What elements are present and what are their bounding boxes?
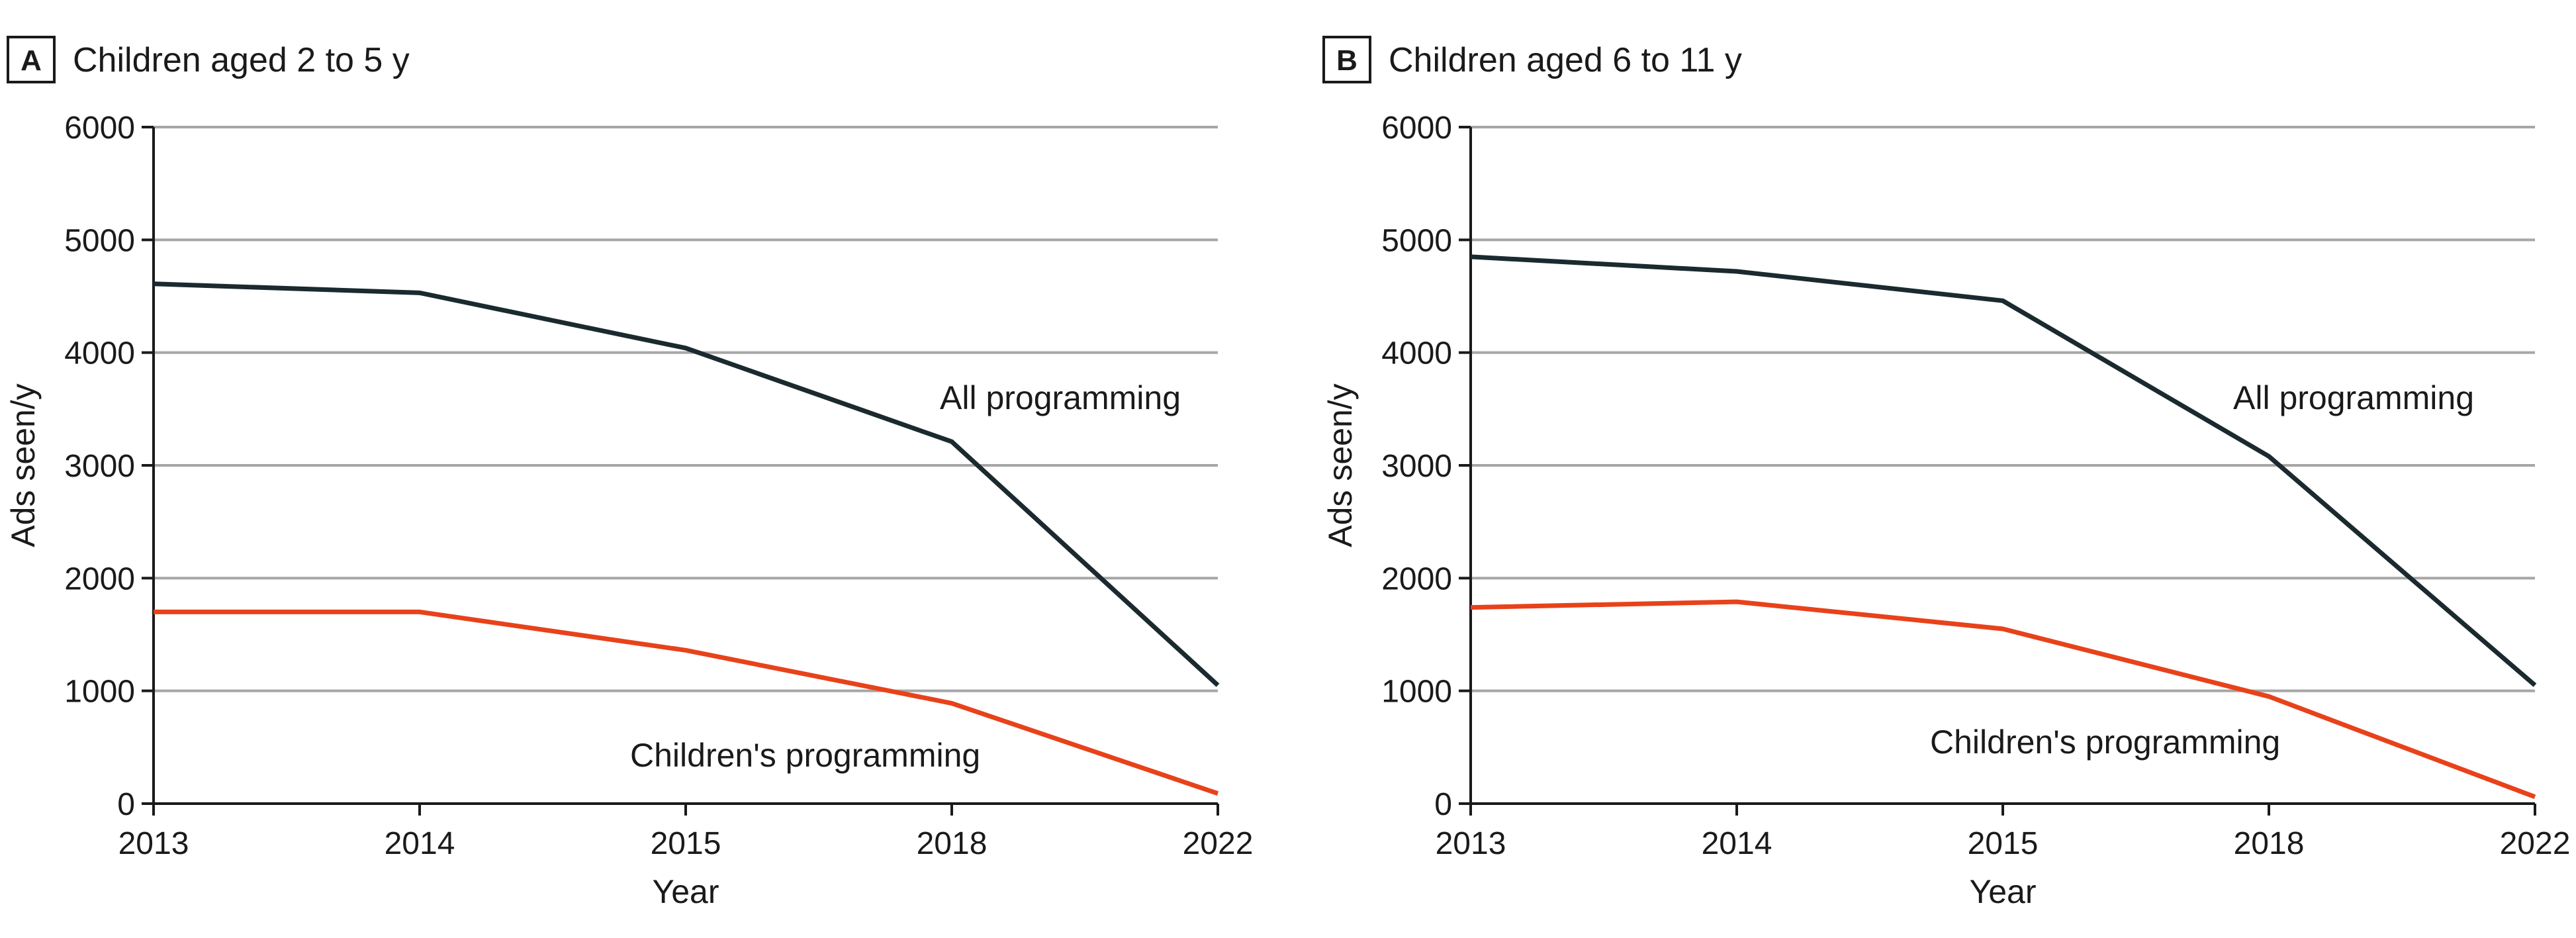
- series-label-all-programming: All programming: [940, 379, 1181, 416]
- x-tick-label: 2014: [385, 826, 455, 861]
- y-tick-label: 5000: [1381, 223, 1452, 258]
- y-axis-title: Ads seen/y: [1322, 383, 1359, 547]
- panel-title: Children aged 6 to 11 y: [1389, 41, 1742, 79]
- x-axis-title: Year: [652, 873, 719, 910]
- x-tick-label: 2015: [1968, 826, 2039, 861]
- x-tick-label: 2014: [1702, 826, 1772, 861]
- series-line-childrens-programming: [154, 609, 1219, 796]
- panel-letter-box: [7, 36, 56, 83]
- series-line-all-programming: [153, 281, 1220, 687]
- y-tick-label: 4000: [64, 336, 135, 371]
- x-tick-label: 2018: [917, 826, 988, 861]
- y-tick-label: 6000: [1381, 111, 1452, 146]
- x-tick-label: 2015: [651, 826, 721, 861]
- series-label-childrens-programming: Children's programming: [630, 737, 980, 774]
- x-tick-label: 2022: [1183, 826, 1254, 861]
- y-tick-label: 3000: [64, 449, 135, 484]
- series-line-all-programming: [1470, 254, 2537, 687]
- panel-letter: A: [21, 44, 42, 77]
- panel-a: A Children aged 2 to 5 y 0 1000 2000 3000 4000…: [5, 36, 1254, 910]
- y-tick-label: 0: [117, 787, 135, 822]
- x-tick-label: 2013: [1436, 826, 1506, 861]
- y-tick-label: 2000: [1381, 561, 1452, 596]
- x-tick-label: 2013: [118, 826, 189, 861]
- panel-b: B Children aged 6 to 11 y 0 1000 2000 3000 400…: [1322, 36, 2571, 910]
- y-tick-label: 0: [1434, 787, 1452, 822]
- series-line-childrens-programming: [1470, 599, 2536, 800]
- y-tick-label: 3000: [1381, 449, 1452, 484]
- panel-letter: B: [1336, 44, 1357, 77]
- x-axis-title: Year: [1969, 873, 2036, 910]
- panel-title: Children aged 2 to 5 y: [73, 41, 410, 79]
- y-tick-label: 1000: [64, 675, 135, 710]
- panel-letter-box: [1322, 36, 1371, 83]
- series-label-all-programming: All programming: [2233, 379, 2474, 416]
- x-tick-label: 2018: [2234, 826, 2305, 861]
- y-tick-label: 5000: [64, 223, 135, 258]
- y-tick-label: 4000: [1381, 336, 1452, 371]
- y-axis-title: Ads seen/y: [5, 383, 42, 547]
- y-tick-label: 2000: [64, 561, 135, 596]
- y-tick-label: 1000: [1381, 675, 1452, 710]
- x-tick-label: 2022: [2500, 826, 2571, 861]
- y-tick-label: 6000: [64, 111, 135, 146]
- series-label-childrens-programming: Children's programming: [1930, 724, 2280, 761]
